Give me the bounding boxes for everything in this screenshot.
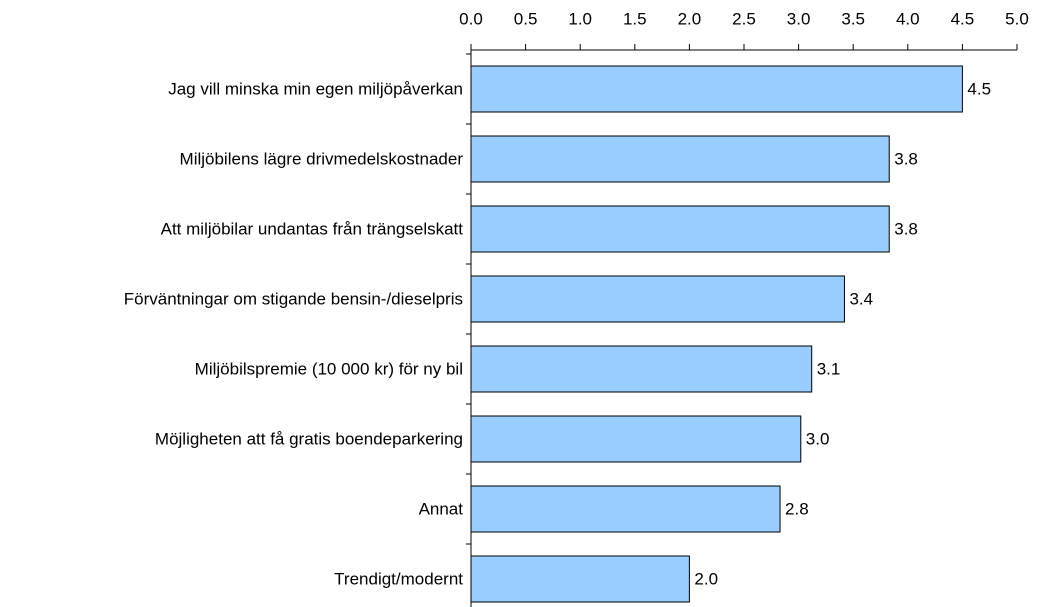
bar	[470, 415, 802, 463]
x-tick-label: 2.0	[678, 9, 702, 28]
y-tick-label: Möjligheten att få gratis boendeparkerin…	[155, 429, 463, 448]
x-tick-label: 2.5	[732, 9, 756, 28]
value-label: 3.8	[894, 149, 918, 168]
y-tick-label: Miljöbilens lägre drivmedelskostnader	[180, 149, 464, 168]
x-tick-label: 5.0	[1005, 9, 1029, 28]
y-tick-label: Annat	[419, 499, 464, 518]
bar	[470, 65, 963, 113]
bar	[470, 345, 813, 393]
x-tick-label: 4.5	[951, 9, 975, 28]
value-label: 3.1	[817, 359, 841, 378]
value-label: 4.5	[967, 79, 991, 98]
y-tick-label: Jag vill minska min egen miljöpåverkan	[168, 79, 463, 98]
x-tick-label: 4.0	[896, 9, 920, 28]
x-tick-label: 0.0	[459, 9, 483, 28]
y-tick-label: Förväntningar om stigande bensin-/diesel…	[124, 289, 463, 308]
x-tick-label: 1.0	[568, 9, 592, 28]
x-tick-label: 3.5	[841, 9, 865, 28]
bar	[470, 485, 781, 533]
bar	[470, 275, 845, 323]
value-label: 2.8	[785, 499, 809, 518]
y-tick-label: Trendigt/modernt	[334, 569, 463, 588]
x-tick-label: 0.5	[514, 9, 538, 28]
value-label: 3.4	[849, 289, 873, 308]
bar	[470, 555, 690, 603]
x-tick-label: 3.0	[787, 9, 811, 28]
value-label: 2.0	[694, 569, 718, 588]
y-tick-label: Miljöbilspremie (10 000 kr) för ny bil	[195, 359, 463, 378]
bar	[470, 135, 890, 183]
x-tick-label: 1.5	[623, 9, 647, 28]
bar	[470, 205, 890, 253]
y-tick-label: Att miljöbilar undantas från trängselska…	[161, 219, 464, 238]
value-label: 3.0	[806, 429, 830, 448]
value-label: 3.8	[894, 219, 918, 238]
